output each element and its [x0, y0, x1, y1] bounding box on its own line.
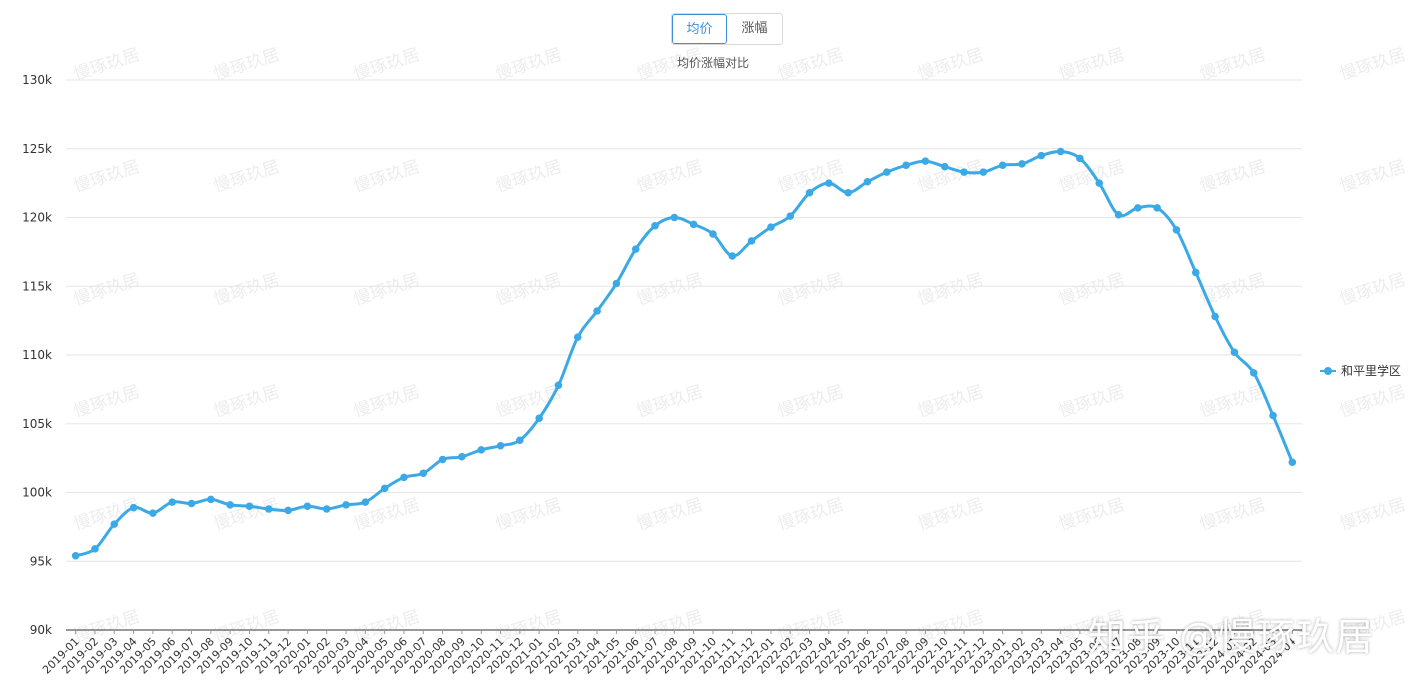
credit-watermark: 知乎 @慢琢玖居: [1088, 615, 1375, 659]
tab-growth-rate[interactable]: 涨幅: [741, 21, 768, 36]
data-point[interactable]: [380, 484, 389, 493]
data-point[interactable]: [458, 452, 466, 461]
data-point[interactable]: [612, 279, 621, 288]
data-point[interactable]: [689, 220, 698, 229]
data-point[interactable]: [419, 469, 428, 478]
data-point[interactable]: [554, 381, 563, 390]
data-point[interactable]: [535, 414, 543, 423]
y-axis: 90k 95k 100k 105k 110k 115k 120k 125k 130k: [22, 73, 52, 637]
data-point[interactable]: [747, 237, 756, 245]
data-point[interactable]: [245, 502, 254, 511]
data-point[interactable]: [1037, 151, 1046, 160]
data-point[interactable]: [844, 188, 852, 197]
data-point[interactable]: [1249, 369, 1258, 377]
y-tick-label: 130k: [22, 73, 52, 87]
data-point[interactable]: [91, 545, 99, 553]
data-point[interactable]: [149, 509, 157, 517]
y-tick-label: 95k: [30, 554, 52, 568]
data-point[interactable]: [207, 495, 215, 504]
series-plot: [71, 147, 1297, 560]
data-point[interactable]: [1230, 348, 1239, 357]
data-point[interactable]: [129, 503, 138, 512]
data-point[interactable]: [187, 499, 196, 508]
y-tick-label: 120k: [22, 211, 52, 225]
data-point[interactable]: [940, 162, 949, 171]
data-point[interactable]: [728, 252, 737, 260]
data-point[interactable]: [979, 168, 988, 176]
y-tick-label: 90k: [30, 623, 52, 637]
data-point[interactable]: [1056, 147, 1065, 156]
view-toggle: 均价 涨幅: [671, 13, 783, 45]
data-point[interactable]: [1191, 268, 1200, 277]
data-point[interactable]: [226, 501, 234, 509]
legend-label: 和平里学区: [1341, 364, 1402, 378]
data-point[interactable]: [902, 161, 910, 170]
data-point[interactable]: [322, 505, 331, 513]
data-point[interactable]: [805, 188, 814, 197]
data-point[interactable]: [825, 179, 833, 187]
data-point[interactable]: [438, 455, 447, 464]
data-point[interactable]: [284, 506, 292, 515]
data-point[interactable]: [1018, 160, 1026, 168]
data-point[interactable]: [573, 333, 582, 341]
data-point[interactable]: [1153, 204, 1161, 212]
data-point[interactable]: [631, 245, 640, 253]
data-point[interactable]: [1114, 210, 1123, 219]
y-tick-label: 110k: [22, 348, 52, 362]
data-point[interactable]: [1269, 411, 1277, 420]
y-tick-label: 105k: [22, 417, 52, 431]
data-point[interactable]: [960, 168, 968, 176]
data-point[interactable]: [1134, 204, 1142, 212]
data-point[interactable]: [1095, 179, 1104, 187]
data-point[interactable]: [670, 213, 679, 222]
data-point[interactable]: [651, 221, 659, 230]
data-point[interactable]: [709, 230, 717, 238]
data-point[interactable]: [361, 498, 370, 506]
data-point[interactable]: [882, 168, 891, 176]
data-point[interactable]: [168, 498, 177, 506]
data-point[interactable]: [786, 212, 795, 220]
data-point[interactable]: [264, 505, 273, 513]
data-point[interactable]: [1288, 458, 1297, 467]
data-point[interactable]: [303, 502, 312, 511]
data-point[interactable]: [1076, 154, 1084, 163]
y-tick-label: 115k: [22, 279, 52, 293]
y-tick-label: 125k: [22, 142, 52, 156]
data-point[interactable]: [400, 473, 408, 482]
data-point[interactable]: [593, 307, 601, 315]
data-point[interactable]: [921, 157, 930, 165]
series-line: [75, 149, 1294, 558]
data-point[interactable]: [71, 551, 80, 560]
data-point[interactable]: [1172, 226, 1181, 234]
data-point[interactable]: [110, 520, 119, 528]
data-point[interactable]: [477, 446, 486, 454]
data-point[interactable]: [496, 441, 505, 450]
data-point[interactable]: [516, 436, 524, 445]
y-tick-label: 100k: [22, 486, 52, 500]
legend-marker-icon: [1320, 366, 1336, 376]
data-point[interactable]: [863, 177, 872, 186]
data-point[interactable]: [342, 501, 350, 509]
chart-title: 均价涨幅对比: [676, 56, 749, 70]
grid-lines: [66, 79, 1302, 562]
data-point[interactable]: [998, 161, 1007, 170]
tab-average-price[interactable]: 均价: [672, 14, 727, 44]
data-point[interactable]: [767, 223, 775, 231]
legend-item[interactable]: 和平里学区: [1320, 362, 1401, 379]
data-point[interactable]: [1211, 312, 1219, 321]
